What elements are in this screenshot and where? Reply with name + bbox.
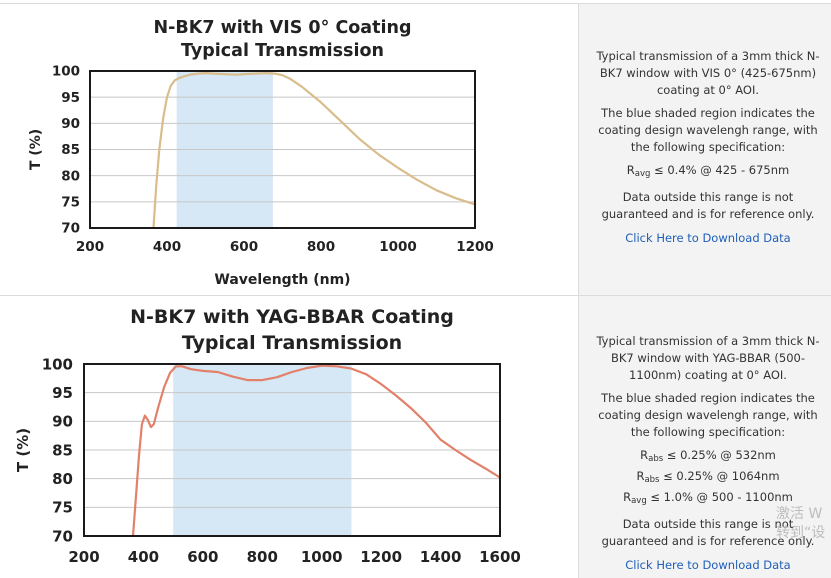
download-data-link[interactable]: Click Here to Download Data: [625, 231, 791, 245]
spec-list: Ravg ≤ 0.4% @ 425 - 675nm: [589, 162, 827, 183]
description-cell-yag-bbar: Typical transmission of a 3mm thick N-BK…: [578, 296, 831, 578]
chart-title-line: Typical Transmission: [182, 332, 402, 354]
product-row-vis: N-BK7 with VIS 0° Coating Typical Transmi…: [0, 3, 831, 295]
x-tick-label: 600: [230, 239, 258, 255]
chart-cell-vis: N-BK7 with VIS 0° Coating Typical Transmi…: [0, 4, 578, 295]
x-tick-label: 1200: [456, 239, 494, 255]
product-row-yag-bbar: N-BK7 with YAG-BBAR Coating Typical Trans…: [0, 295, 831, 578]
x-tick-label: 200: [76, 239, 104, 255]
y-tick-label: 75: [52, 499, 73, 517]
disclaimer-text: Data outside this range is not guarantee…: [601, 190, 815, 221]
x-tick-label: 1000: [379, 239, 417, 255]
y-tick-label: 80: [52, 470, 73, 488]
y-tick-label: 80: [61, 168, 80, 184]
chart-title-line: Typical Transmission: [181, 41, 384, 61]
y-tick-label: 85: [61, 142, 80, 158]
shaded-region-note: The blue shaded region indicates the coa…: [598, 391, 818, 439]
description-cell-vis: Typical transmission of a 3mm thick N-BK…: [578, 4, 831, 295]
y-tick-label: 70: [61, 221, 80, 237]
spec-line: Ravg ≤ 0.4% @ 425 - 675nm: [626, 163, 790, 179]
y-tick-label: 95: [61, 90, 80, 106]
plot-frame: [83, 363, 501, 537]
description-text: Typical transmission of a 3mm thick N-BK…: [596, 334, 820, 382]
disclaimer-text: Data outside this range is not guarantee…: [601, 517, 815, 548]
chart-title-line: N-BK7 with YAG-BBAR Coating: [130, 306, 454, 328]
x-tick-label: 1600: [479, 548, 521, 566]
y-tick-label: 75: [61, 195, 80, 211]
spec-line: Rabs ≤ 0.25% @ 532nm: [640, 448, 776, 464]
y-tick-label: 100: [42, 355, 73, 373]
x-tick-label: 1200: [360, 548, 402, 566]
description-text: Typical transmission of a 3mm thick N-BK…: [596, 49, 820, 97]
x-tick-label: 600: [187, 548, 218, 566]
chart-cell-yag-bbar: N-BK7 with YAG-BBAR Coating Typical Trans…: [0, 296, 578, 578]
spec-line: Ravg ≤ 1.0% @ 500 - 1100nm: [623, 490, 793, 506]
spec-line: Rabs ≤ 0.25% @ 1064nm: [636, 469, 780, 485]
plot-frame: [89, 70, 476, 229]
y-tick-label: 100: [52, 64, 80, 80]
y-tick-label: 95: [52, 384, 73, 402]
x-tick-label: 400: [153, 239, 181, 255]
x-tick-label: 200: [68, 548, 99, 566]
spec-list: Rabs ≤ 0.25% @ 532nm Rabs ≤ 0.25% @ 1064…: [589, 447, 827, 510]
y-tick-label: 85: [52, 441, 73, 459]
x-tick-label: 1000: [301, 548, 343, 566]
y-axis-label: T (%): [28, 129, 44, 170]
y-tick-label: 90: [61, 116, 80, 132]
x-axis-label: Wavelength (nm): [214, 272, 350, 288]
transmission-curve: [152, 71, 475, 228]
x-tick-label: 800: [247, 548, 278, 566]
y-tick-label: 70: [52, 527, 73, 545]
transmission-curve: [131, 364, 500, 536]
download-data-link[interactable]: Click Here to Download Data: [625, 558, 791, 572]
x-tick-label: 800: [307, 239, 335, 255]
chart-title-line: N-BK7 with VIS 0° Coating: [154, 18, 412, 38]
transmission-chart-yag-bbar: N-BK7 with YAG-BBAR Coating Typical Trans…: [14, 306, 521, 566]
y-tick-label: 90: [52, 413, 73, 431]
shaded-region-note: The blue shaded region indicates the coa…: [598, 106, 818, 154]
y-axis-label: T (%): [14, 428, 32, 472]
x-tick-label: 400: [128, 548, 159, 566]
transmission-chart-vis: N-BK7 with VIS 0° Coating Typical Transmi…: [28, 18, 494, 288]
x-tick-label: 1400: [420, 548, 462, 566]
